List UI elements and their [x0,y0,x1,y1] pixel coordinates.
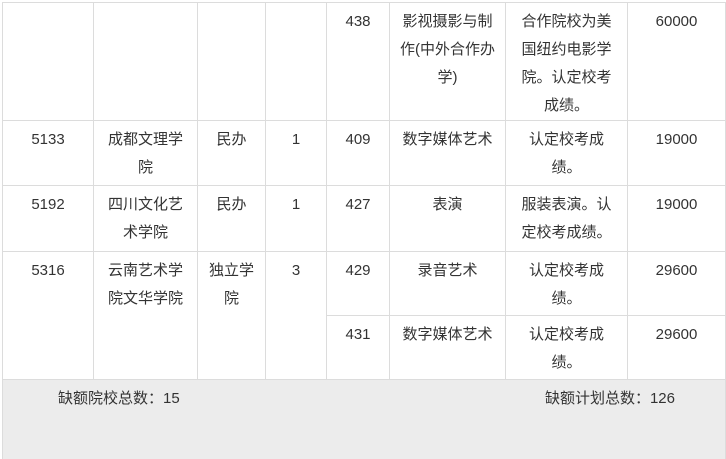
total-plans: 缺额计划总数：126 [545,385,675,413]
footer-bar: 缺额院校总数：15 缺额计划总数：126 [13,385,715,413]
school-code-cell: 5316 [2,251,94,380]
table-row-5133: 5133 成都文理学院 民办 1 409 数字媒体艺术 认定校考成绩。 1900… [2,120,726,186]
school-name-cell: 成都文理学院 [93,120,198,186]
major-name-cell: 表演 [389,185,506,252]
quota-cell: 1 [265,120,327,186]
major-code-cell: 427 [326,185,390,252]
ownership-cell [197,2,266,121]
school-name-cell [93,2,198,121]
note-cell: 认定校考成绩。 [505,120,628,186]
ownership-cell: 独立学院 [197,251,266,380]
fee-cell: 29600 [627,315,726,380]
ownership-cell: 民办 [197,185,266,252]
total-schools-label: 缺额院校总数： [58,390,164,407]
summary-row: 缺额院校总数：15 缺额计划总数：126 [2,379,726,459]
note-cell: 合作院校为美国纽约电影学院。认定校考成绩。 [505,2,628,121]
school-code-cell [2,2,94,121]
quota-cell [265,2,327,121]
school-name-cell: 云南艺术学院文华学院 [93,251,198,380]
total-schools: 缺额院校总数：15 [58,385,180,413]
ownership-cell: 民办 [197,120,266,186]
school-name-cell: 四川文化艺术学院 [93,185,198,252]
total-schools-value: 15 [163,390,180,407]
major-name-cell: 数字媒体艺术 [389,315,506,380]
table-row-continuation: 438 影视摄影与制作(中外合作办学) 合作院校为美国纽约电影学院。认定校考成绩… [2,2,726,121]
major-name-cell: 影视摄影与制作(中外合作办学) [389,2,506,121]
school-code-cell: 5133 [2,120,94,186]
note-cell: 服装表演。认定校考成绩。 [505,185,628,252]
fee-cell: 19000 [627,120,726,186]
major-code-cell: 429 [326,251,390,316]
total-plans-label: 缺额计划总数： [544,390,650,407]
table-row-5316-major-429: 5316 云南艺术学院文华学院 独立学院 3 429 录音艺术 认定校考成绩。 … [2,251,726,380]
quota-cell: 1 [265,185,327,252]
school-code-cell: 5192 [2,185,94,252]
table-row-5316-major-431: 431 数字媒体艺术 认定校考成绩。 29600 [3,315,726,380]
major-code-cell: 409 [326,120,390,186]
major-name-cell: 数字媒体艺术 [389,120,506,186]
fee-cell: 19000 [627,185,726,252]
note-cell: 认定校考成绩。 [505,251,628,316]
major-name-cell: 录音艺术 [389,251,506,316]
fee-cell: 60000 [627,2,726,121]
note-cell: 认定校考成绩。 [505,315,628,380]
major-code-cell: 438 [326,2,390,121]
table-row-5192: 5192 四川文化艺术学院 民办 1 427 表演 服装表演。认定校考成绩。 1… [2,185,726,252]
quota-cell: 3 [265,251,327,380]
total-plans-value: 126 [649,390,675,407]
summary-cell: 缺额院校总数：15 缺额计划总数：126 [2,379,726,459]
major-code-cell: 431 [326,315,390,380]
fee-cell: 29600 [627,251,726,316]
